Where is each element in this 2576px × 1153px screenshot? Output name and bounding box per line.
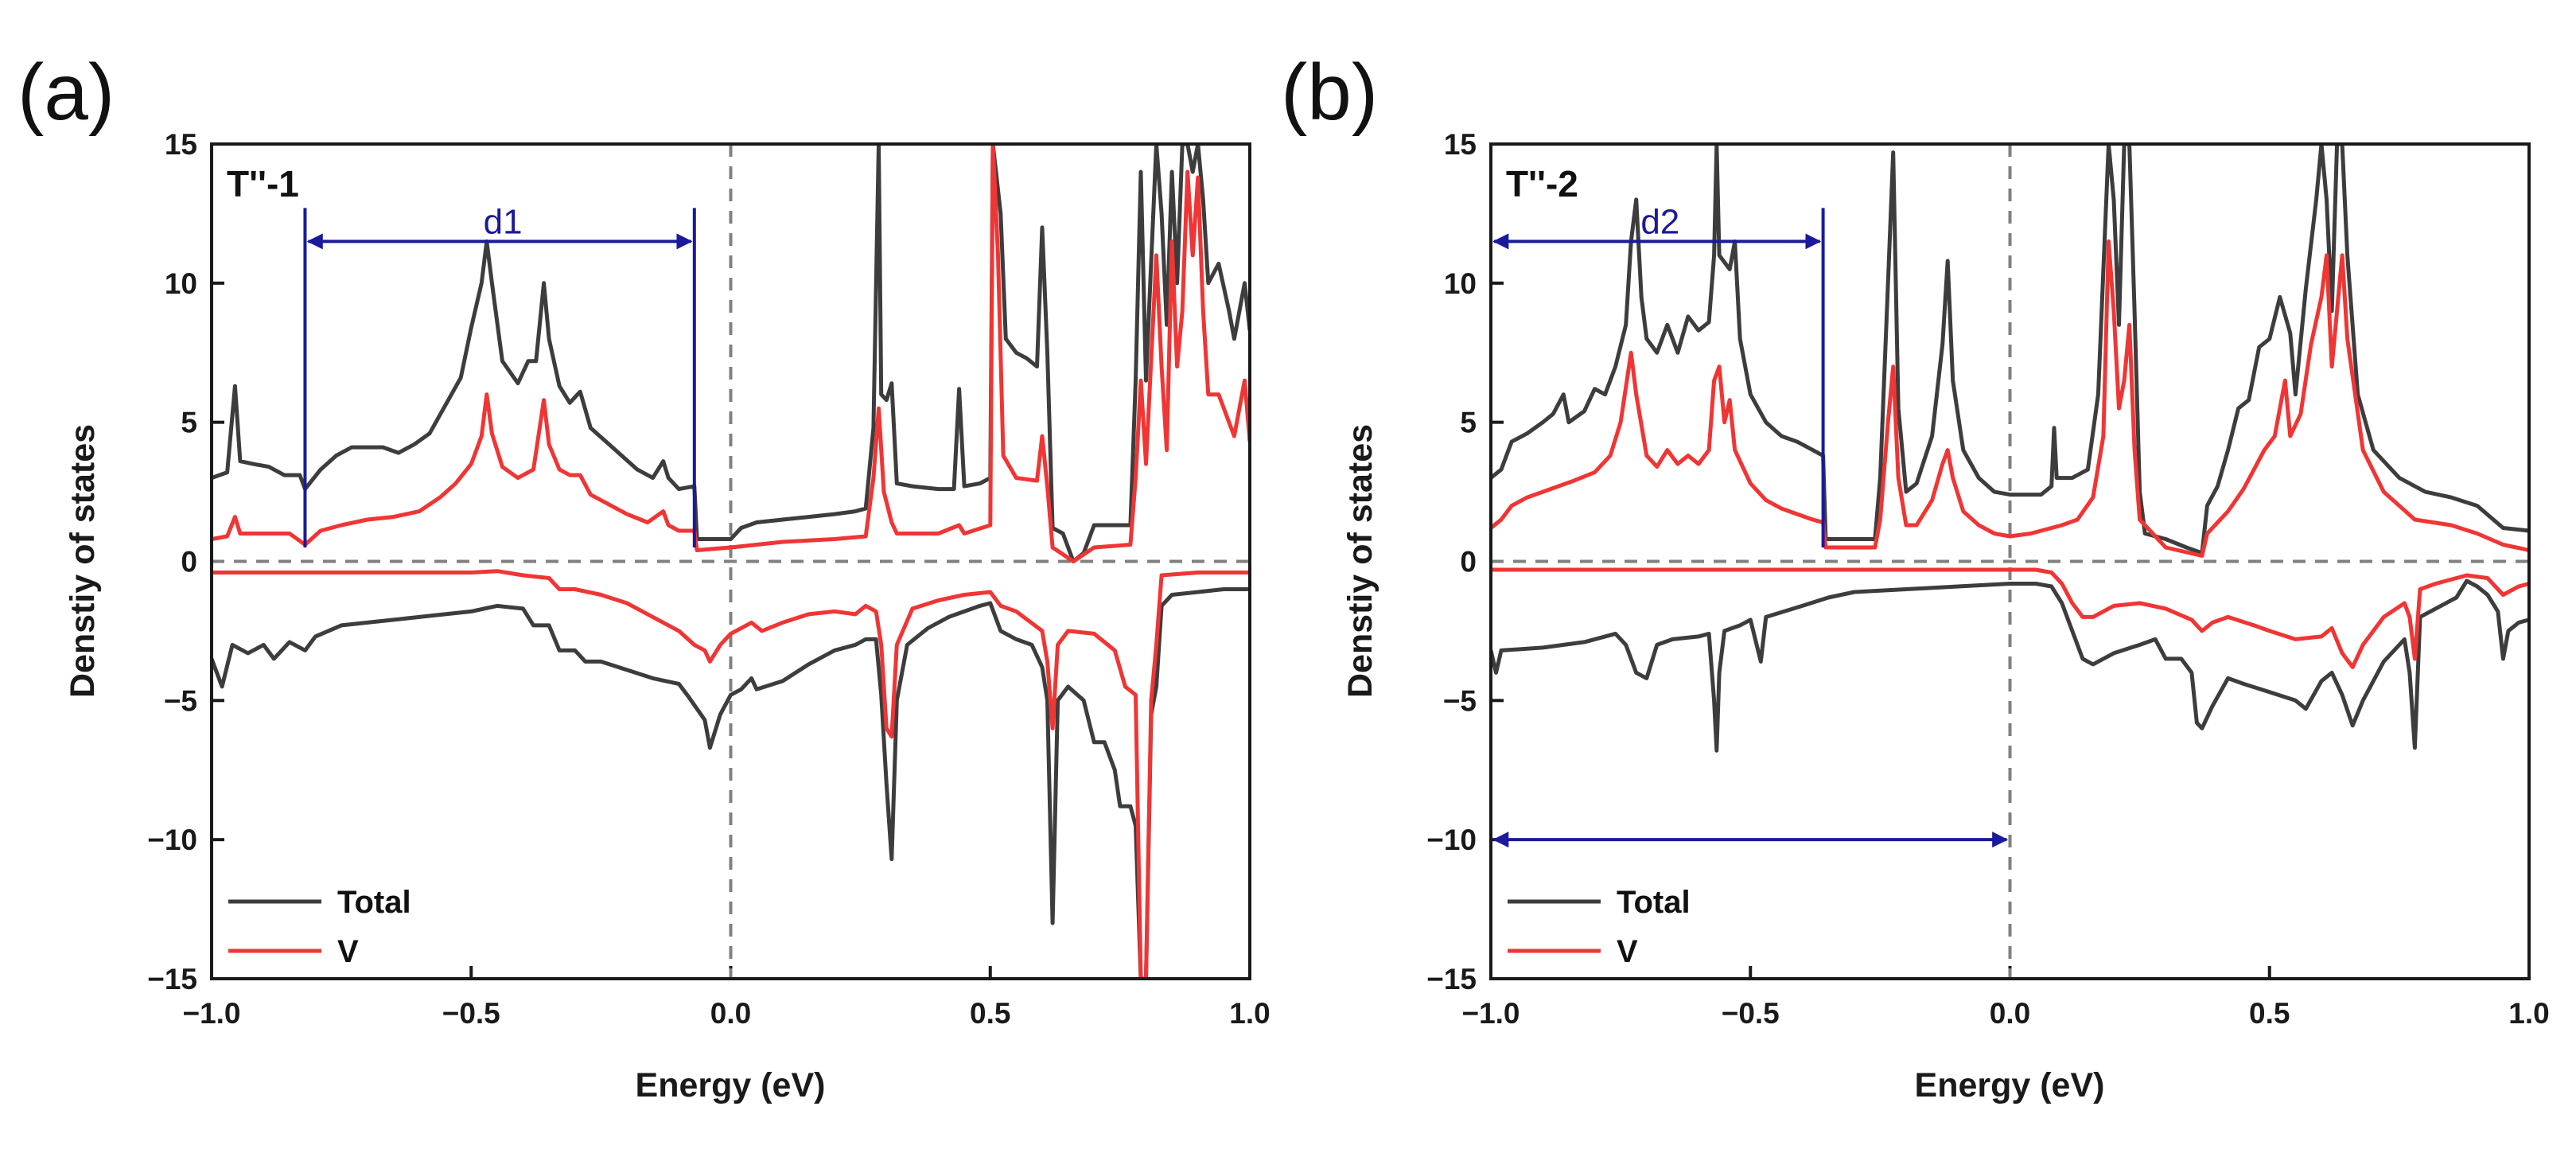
panel-a-y-axis-label: Denstiy of states	[64, 424, 102, 698]
panel-a-x-tick-label: −0.5	[442, 997, 500, 1030]
panel-b-legend: Total V	[1508, 885, 1691, 969]
panel-a-y-tick-label: −10	[147, 824, 197, 856]
panel-a-ticks: −1.0 −0.5 0.0 0.5 1.0 −15 −10 −5 0 5 10 15	[147, 128, 1270, 1030]
panel-b-y-tick-label: 5	[1460, 407, 1477, 439]
panel-a-gap-label: d1	[484, 202, 523, 241]
panel-b-gap-label: d2	[1640, 202, 1679, 241]
panel-b-series-v-spin-down	[1491, 567, 2529, 669]
panel-a-legend-v-label: V	[337, 934, 359, 969]
panel-a-y-tick-label: 5	[181, 407, 197, 439]
panel-a-series-v	[212, 144, 1250, 563]
panel-b-x-tick-label: 0.0	[1990, 997, 2030, 1030]
panel-b-x-tick-label: 1.0	[2508, 997, 2549, 1030]
panel-a-series-total	[212, 144, 1250, 563]
panel-a-letter: (a)	[18, 48, 115, 137]
panel-b-series-total-spin-down	[1491, 578, 2529, 753]
panel-a-y-tick-label: 15	[165, 128, 197, 161]
panel-b-y-axis-label: Denstiy of states	[1341, 424, 1379, 698]
panel-b-y-tick-label: 15	[1444, 128, 1477, 161]
panel-a-x-tick-label: −1.0	[182, 997, 240, 1030]
panel-b-plot-frame	[1489, 142, 2531, 980]
panel-a: (a) Denstiy of states Energy (eV) −1.0 −0…	[18, 48, 1270, 1104]
panel-a-x-tick-label: 0.5	[970, 997, 1010, 1030]
panel-b-series-v	[1491, 239, 2529, 558]
panel-b: (b) Denstiy of states Energy (eV) −1.0 −0…	[1281, 48, 2550, 1104]
panel-b-x-tick-label: −0.5	[1722, 997, 1780, 1030]
panel-b-annotations: d2	[1489, 202, 2009, 848]
panel-a-x-tick-label: 0.0	[710, 997, 751, 1030]
panel-b-x-tick-label: −1.0	[1461, 997, 1520, 1030]
panel-a-series-total-spin-down	[212, 587, 1250, 979]
panel-a-legend-total-label: Total	[337, 885, 411, 920]
panel-a-series-v-spin-down	[212, 569, 1250, 979]
panel-b-y-tick-label: −5	[1443, 684, 1477, 717]
panel-b-x-axis-label: Energy (eV)	[1915, 1066, 2105, 1104]
panel-a-plot-frame	[210, 142, 1251, 980]
panel-b-series-total	[1491, 144, 2529, 555]
panel-a-x-tick-label: 1.0	[1229, 997, 1270, 1030]
panel-b-letter: (b)	[1281, 48, 1378, 137]
panel-a-series	[212, 144, 1250, 979]
panel-a-annotations: d1	[303, 202, 696, 548]
panel-a-title: T''-1	[227, 163, 299, 205]
panel-a-y-tick-label: −5	[164, 684, 197, 717]
panel-b-y-tick-label: −10	[1426, 824, 1477, 856]
panel-b-ticks: −1.0 −0.5 0.0 0.5 1.0 −15 −10 −5 0 5 10 15	[1426, 128, 2549, 1030]
panel-a-y-tick-label: 0	[181, 546, 197, 578]
panel-b-reference-lines	[1491, 144, 2529, 979]
panel-a-x-axis-label: Energy (eV)	[636, 1066, 826, 1104]
panel-b-y-tick-label: 10	[1444, 267, 1477, 300]
panel-a-y-tick-label: −15	[147, 963, 197, 995]
panel-b-legend-total-label: Total	[1617, 885, 1691, 920]
panel-b-series	[1491, 144, 2529, 753]
panel-b-y-tick-label: 0	[1460, 546, 1477, 578]
panel-a-legend: Total V	[228, 885, 411, 969]
panel-b-x-tick-label: 0.5	[2249, 997, 2290, 1030]
panel-b-legend-v-label: V	[1617, 934, 1638, 969]
panel-a-y-tick-label: 10	[165, 267, 197, 300]
panel-b-title: T''-2	[1506, 163, 1578, 205]
panel-a-reference-lines	[212, 144, 1250, 979]
panel-b-y-tick-label: −15	[1426, 963, 1477, 995]
